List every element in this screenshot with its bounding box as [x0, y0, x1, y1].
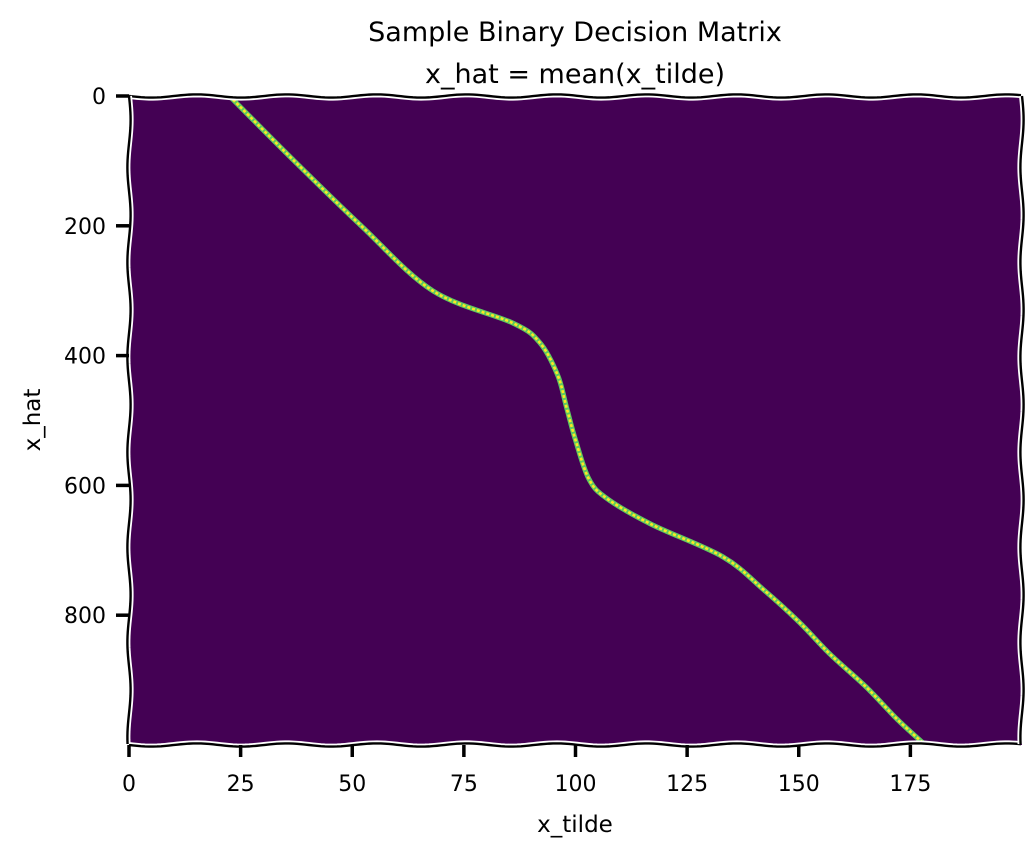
frame-right [1019, 95, 1025, 745]
y-axis-label: x_hat [20, 389, 46, 452]
x-tick-label: 175 [889, 772, 931, 797]
heatmap-background [129, 96, 1022, 745]
x-tick-label: 50 [338, 772, 366, 797]
x-tick-label: 125 [666, 772, 708, 797]
y-tick-label: 200 [64, 215, 106, 240]
plot-area [129, 96, 1022, 745]
frame-top [128, 93, 1022, 99]
decision-path [227, 94, 926, 746]
frame-left [126, 95, 132, 745]
decision-path-line [228, 95, 925, 745]
chart-title: Sample Binary Decision Matrix [368, 17, 782, 48]
y-tick-label: 800 [64, 604, 106, 629]
chart-subtitle: x_hat = mean(x_tilde) [425, 59, 725, 90]
x-axis-ticks: 0 25 50 75 100 125 150 175 [122, 745, 931, 797]
plot-frame [124, 91, 1027, 750]
frame-bottom [128, 742, 1022, 748]
y-axis-ticks: 0 200 400 600 800 [64, 85, 129, 629]
x-tick-label: 150 [778, 772, 820, 797]
x-tick-label: 0 [122, 772, 136, 797]
y-tick-label: 0 [92, 85, 106, 110]
x-tick-label: 100 [555, 772, 597, 797]
y-tick-label: 600 [64, 474, 106, 499]
y-tick-label: 400 [64, 345, 106, 370]
x-tick-label: 25 [227, 772, 255, 797]
x-tick-label: 75 [450, 772, 478, 797]
x-axis-label: x_tilde [537, 812, 613, 838]
